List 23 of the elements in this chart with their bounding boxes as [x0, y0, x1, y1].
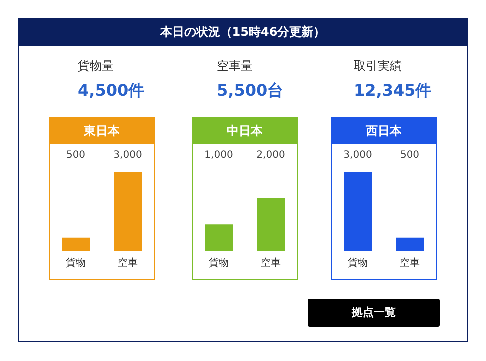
- x-tick-label: 貨物: [209, 257, 229, 270]
- x-tick-label: 貨物: [66, 257, 86, 270]
- x-tick-label: 空車: [118, 257, 138, 270]
- text: 拠点一覧: [308, 299, 440, 327]
- text: 4,500件: [78, 81, 145, 102]
- data-label: 2,000: [256, 150, 286, 161]
- text: 5,500台: [217, 81, 284, 102]
- data-label: 3,000: [114, 150, 142, 161]
- x-tick-label: 空車: [261, 257, 281, 270]
- text: 貨物量: [78, 58, 115, 75]
- data-label: 3,000: [344, 150, 372, 161]
- text: 空車量: [217, 58, 254, 75]
- data-label: 500: [400, 150, 420, 161]
- chart-title: 中日本: [193, 118, 297, 144]
- x-tick-label: 空車: [400, 257, 420, 270]
- chart-title: 西日本: [332, 118, 436, 144]
- text: 本日の状況（15時46分更新）: [18, 18, 468, 46]
- data-label: 1,000: [204, 150, 234, 161]
- data-label: 500: [66, 150, 86, 161]
- chart-title: 東日本: [50, 118, 154, 144]
- text: 12,345件: [354, 81, 432, 102]
- text: 取引実績: [354, 58, 403, 75]
- x-tick-label: 貨物: [348, 257, 368, 270]
